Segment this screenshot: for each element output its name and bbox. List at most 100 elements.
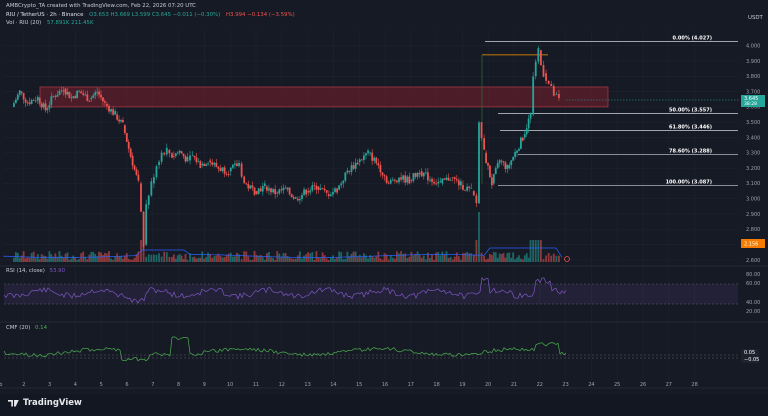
candle-body — [193, 155, 196, 158]
candle-body — [387, 182, 390, 184]
volume-bar — [88, 254, 91, 262]
volume-bar — [496, 257, 499, 262]
candle-body — [329, 194, 332, 197]
candle-body — [197, 161, 200, 163]
volume-bar — [329, 257, 332, 262]
rsi-band — [4, 284, 738, 304]
volume-bar — [377, 251, 380, 262]
volume-bar — [280, 257, 283, 262]
volume-bar — [127, 259, 130, 262]
candle-body — [457, 180, 460, 186]
x-axis-label: 12 — [279, 382, 285, 388]
volume-bar — [542, 259, 545, 262]
volume-bar — [215, 255, 218, 262]
candle-body — [296, 198, 299, 201]
volume-bar — [225, 255, 228, 262]
x-axis-label: 6 — [125, 382, 128, 388]
candle-body — [199, 161, 202, 168]
volume-bar — [455, 252, 458, 262]
candle-body — [455, 179, 458, 181]
candle-body — [112, 109, 115, 115]
volume-bar — [547, 252, 550, 262]
volume-bar — [272, 257, 274, 262]
candle-body — [305, 189, 308, 195]
volume-bar — [475, 240, 478, 262]
volume-bar — [158, 253, 160, 262]
candle-body — [498, 160, 501, 164]
rsi-axis-label: 40.00 — [746, 300, 760, 306]
candle-body — [478, 122, 480, 204]
candle-body — [348, 171, 351, 172]
volume-bar — [453, 256, 456, 262]
volume-bar — [518, 255, 520, 262]
cmf-axis-label: 0.05 — [744, 350, 755, 356]
volume-bar — [410, 251, 413, 262]
candle-body — [550, 83, 553, 86]
candle-body — [451, 177, 454, 179]
candle-body — [532, 76, 535, 115]
volume-bar — [365, 255, 367, 262]
candle-body — [259, 188, 262, 192]
candle-body — [342, 180, 345, 184]
volume-bar — [383, 253, 386, 262]
candle-body — [243, 176, 246, 184]
volume-bar — [292, 259, 295, 262]
volume-bar — [327, 259, 330, 262]
candle-body — [72, 96, 75, 98]
volume-bar — [319, 258, 322, 262]
volume-bar — [472, 254, 475, 262]
volume-label: Vol · RIU (20) — [6, 20, 42, 26]
chart-canvas: 0.00% (4.027) 50.00% (3.557) 61.80% (3.446… — [0, 30, 768, 389]
candle-body — [20, 91, 23, 93]
candle-body — [54, 96, 57, 97]
x-axis-label: 26 — [640, 382, 646, 388]
volume-bar — [78, 259, 80, 262]
volume-bar — [160, 256, 163, 262]
volume-bar — [221, 257, 224, 262]
volume-bar — [433, 259, 435, 262]
volume-bar — [294, 258, 297, 262]
volume-bar — [400, 251, 402, 262]
candle-body — [62, 90, 65, 92]
volume-bar — [398, 253, 400, 262]
candle-body — [123, 125, 126, 134]
volume-bar — [296, 255, 299, 262]
candle-body — [160, 152, 163, 162]
candle-body — [18, 90, 21, 95]
volume-bar — [122, 258, 124, 262]
volume-value-label: 2.156 — [744, 242, 758, 248]
candle-body — [70, 97, 73, 99]
volume-ma-line — [3, 247, 563, 258]
volume-bar — [238, 254, 240, 262]
candle-body — [441, 178, 444, 184]
candle-body — [420, 171, 423, 177]
candle-body — [472, 191, 475, 196]
cmf-legend: CMF (20) 0.14 — [6, 325, 47, 332]
candle-body — [496, 163, 499, 169]
volume-bar — [508, 252, 511, 262]
candle-body — [460, 181, 462, 186]
volume-bar — [14, 252, 17, 262]
price-axis-label: 2.800 — [746, 227, 760, 233]
volume-bar — [443, 254, 446, 262]
volume-value-tag — [741, 239, 765, 248]
candle-body — [255, 191, 258, 194]
candle-body — [22, 92, 25, 100]
candle-body — [475, 195, 478, 204]
volume-bar — [487, 258, 489, 262]
candle-body — [153, 177, 155, 184]
volume-bar — [404, 253, 407, 262]
volume-bar — [470, 253, 473, 262]
volume-bar — [367, 258, 369, 262]
candle-body — [213, 162, 216, 165]
symbol-line: RIU / TetherUS · 2h · Binance O3.653 H3.… — [6, 12, 295, 19]
candle-body — [534, 61, 537, 77]
volume-bar — [217, 253, 220, 262]
volume-bar — [529, 240, 532, 262]
candle-body — [90, 97, 93, 100]
volume-bar — [249, 259, 252, 262]
candle-body — [344, 172, 347, 181]
volume-bar — [261, 257, 264, 262]
footer-bar — [0, 394, 768, 416]
price-axis-label: 3.900 — [746, 59, 760, 65]
